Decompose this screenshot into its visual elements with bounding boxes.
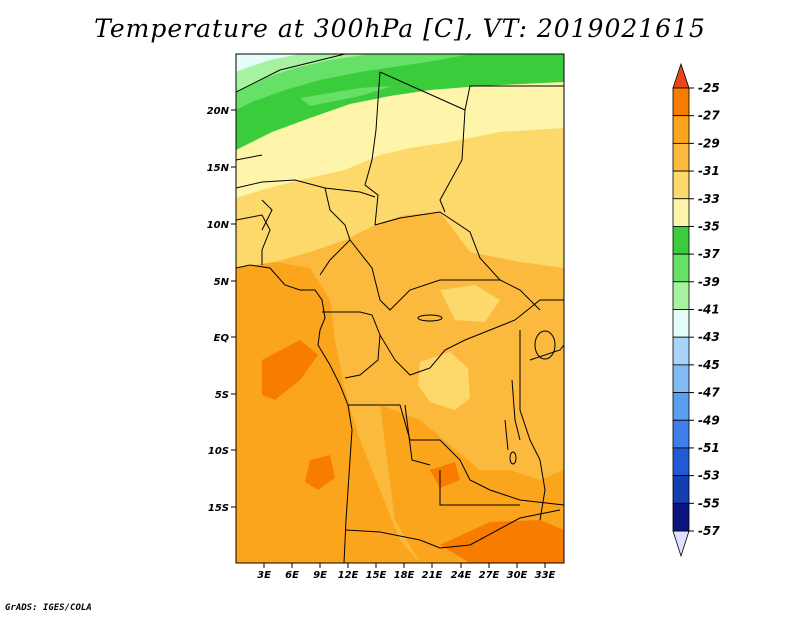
field-level-27 (440, 520, 564, 563)
colorbar-label: -27 (698, 109, 720, 123)
colorbar-swatch (672, 502, 690, 532)
colorbar-label: -33 (698, 192, 720, 206)
lat-label: 15N (207, 163, 230, 174)
lon-label: 9E (313, 570, 327, 581)
lon-label: 18E (394, 570, 415, 581)
colorbar-bottom-tip (672, 530, 690, 558)
lakes (417, 314, 556, 465)
colorbar-label: -31 (698, 164, 720, 178)
colorbar-swatch (672, 115, 690, 144)
lon-label: 6E (285, 570, 299, 581)
colorbar-label: -49 (698, 413, 720, 427)
colorbar-swatch (672, 309, 690, 338)
map-title: Temperature at 300hPa [C], VT: 201902161… (94, 14, 706, 43)
colorbar-swatch (672, 226, 690, 255)
colorbar-swatch (672, 198, 690, 227)
colorbar-label: -25 (698, 81, 720, 95)
colorbar-label: -37 (698, 247, 720, 261)
colorbar-swatch (672, 475, 690, 504)
colorbar-label: -35 (698, 219, 720, 233)
colorbar-label: -41 (698, 303, 720, 317)
colorbar-label: -53 (698, 469, 720, 483)
lat-label: 5S (215, 390, 229, 401)
lat-label: EQ (214, 333, 230, 344)
lon-label: 3E (257, 570, 271, 581)
lat-label: 15S (208, 503, 229, 514)
field-level-39 (300, 86, 392, 106)
colorbar-swatch (672, 253, 690, 283)
colorbar-swatch (672, 419, 690, 449)
lon-label: 21E (422, 570, 443, 581)
colorbar-swatch (672, 336, 690, 366)
colorbar-label: -51 (698, 441, 720, 455)
temperature-map (235, 53, 565, 564)
colorbar-swatch (672, 392, 690, 421)
lon-label: 27E (479, 570, 500, 581)
map-frame (235, 53, 565, 564)
latitude-axis: 20N 15N 10N 5N EQ 5S 10S 15S (207, 106, 236, 514)
colorbar-swatch (672, 364, 690, 393)
colorbar-swatch (672, 170, 690, 200)
colorbar-label: -55 (698, 496, 720, 510)
longitude-axis: 3E 6E 9E 12E 15E 18E 21E 24E 27E 30E 33E (257, 563, 556, 581)
colorbar-swatch (672, 87, 690, 117)
colorbar-label: -43 (698, 330, 720, 344)
field-level-27 (262, 340, 318, 400)
credit-text: GrADS: IGES/COLA (5, 603, 92, 613)
colorbar-top-tip (672, 62, 690, 89)
colorbar-label: -57 (698, 524, 720, 538)
field-level-43 (236, 54, 300, 72)
field-level-29 (236, 262, 420, 563)
lat-label: 5N (214, 277, 230, 288)
lon-label: 24E (451, 570, 472, 581)
field-level-27 (430, 462, 460, 488)
field-level-33 (440, 285, 500, 322)
country-borders (236, 54, 564, 563)
field-level-41 (236, 54, 370, 92)
colorbar-label: -45 (698, 358, 720, 372)
colorbar-label: -47 (698, 386, 720, 400)
colorbar-swatch (672, 447, 690, 477)
lat-label: 20N (207, 106, 230, 117)
colorbar-swatch (672, 281, 690, 310)
colorbar: -25 -27 -29 -31 -33 -35 -37 -39 -41 -43 -45 -47 -49 -… (672, 62, 720, 558)
colorbar-label: -29 (698, 136, 720, 150)
lon-label: 15E (366, 570, 387, 581)
lon-label: 12E (338, 570, 359, 581)
lat-label: 10N (207, 220, 230, 231)
lon-label: 33E (535, 570, 556, 581)
colorbar-label: -39 (698, 275, 720, 289)
field-level-27 (305, 455, 335, 490)
lat-label: 10S (208, 446, 229, 457)
lon-label: 30E (507, 570, 528, 581)
colorbar-swatch (672, 142, 690, 172)
